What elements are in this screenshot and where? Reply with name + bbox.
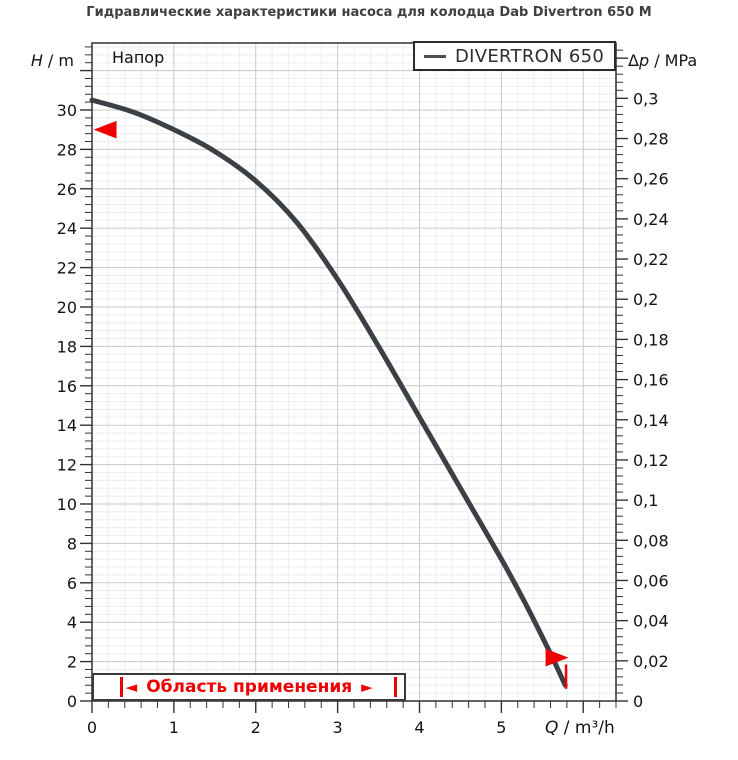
left-axis-tick-label: 4 bbox=[67, 613, 77, 632]
left-axis-title: H / m bbox=[14, 51, 74, 70]
left-axis-tick-label: 14 bbox=[57, 416, 77, 435]
left-arrow-icon: ◄ bbox=[125, 678, 138, 696]
left-axis-tick-label: 30 bbox=[57, 101, 77, 120]
left-axis-unit: / m bbox=[42, 51, 74, 70]
right-axis-tick-label: 0 bbox=[633, 692, 643, 711]
x-axis-title: Q / m³/h bbox=[545, 718, 615, 738]
series-line-icon bbox=[424, 54, 446, 58]
x-axis-symbol: Q bbox=[545, 718, 559, 738]
left-axis-tick-label: 18 bbox=[57, 337, 77, 356]
end-marker-icon bbox=[545, 648, 569, 667]
legend: DIVERTRON 650 bbox=[413, 41, 616, 71]
range-start-bar bbox=[120, 677, 123, 698]
right-axis-tick-label: 0,14 bbox=[633, 411, 669, 430]
x-axis-tick-label: 4 bbox=[414, 718, 424, 737]
left-axis-tick-label: 6 bbox=[67, 574, 77, 593]
right-axis-tick-label: 0,16 bbox=[633, 371, 669, 390]
head-label: Напор bbox=[112, 48, 165, 67]
right-axis-delta: Δ bbox=[628, 51, 639, 70]
legend-series-name: DIVERTRON 650 bbox=[455, 45, 605, 67]
right-axis-tick-label: 0,18 bbox=[633, 330, 669, 349]
left-axis-tick-label: 10 bbox=[57, 495, 77, 514]
x-axis-tick-label: 1 bbox=[169, 718, 179, 737]
x-axis-tick-label: 5 bbox=[496, 718, 506, 737]
left-axis-tick-label: 0 bbox=[67, 692, 77, 711]
right-axis-tick-label: 0,28 bbox=[633, 130, 669, 149]
pump-curve bbox=[89, 97, 568, 688]
head-marker-icon bbox=[93, 120, 117, 139]
left-axis-tick-label: 20 bbox=[57, 298, 77, 317]
right-arrow-icon: ► bbox=[361, 678, 373, 696]
application-range-box: ◄ Область применения ► bbox=[92, 673, 407, 701]
right-axis-tick-label: 0,06 bbox=[633, 571, 669, 590]
left-axis-tick-label: 24 bbox=[57, 219, 77, 238]
x-axis-tick-label: 3 bbox=[333, 718, 343, 737]
application-range-text: Область применения bbox=[146, 677, 353, 697]
application-range-label: ◄ Область применения ► bbox=[126, 677, 373, 697]
left-axis-tick-label: 8 bbox=[67, 534, 77, 553]
right-axis-tick-label: 0,02 bbox=[633, 652, 669, 671]
right-axis-tick-label: 0,1 bbox=[633, 491, 658, 510]
right-axis-tick-label: 0,04 bbox=[633, 612, 669, 631]
x-axis-tick-label: 0 bbox=[87, 718, 97, 737]
left-axis-tick-label: 16 bbox=[57, 377, 77, 396]
right-axis-tick-label: 0,08 bbox=[633, 531, 669, 550]
right-axis-tick-label: 0,22 bbox=[633, 250, 669, 269]
range-end-bar bbox=[394, 677, 398, 698]
x-axis-unit: / m³/h bbox=[558, 718, 615, 738]
right-axis-symbol: p bbox=[638, 51, 650, 70]
right-axis-title: Δp / MPa bbox=[628, 51, 697, 70]
right-axis-unit: / MPa bbox=[649, 51, 698, 70]
right-axis-tick-label: 0,24 bbox=[633, 210, 669, 229]
x-axis-tick-label: 2 bbox=[251, 718, 261, 737]
left-axis-symbol: H bbox=[30, 51, 43, 70]
left-axis-tick-label: 28 bbox=[57, 140, 77, 159]
right-axis-tick-label: 0,12 bbox=[633, 451, 669, 470]
left-axis-tick-label: 22 bbox=[57, 259, 77, 278]
right-axis-tick-label: 0,3 bbox=[633, 89, 658, 108]
chart-title: Гидравлические характеристики насоса для… bbox=[86, 5, 652, 20]
left-axis-tick-label: 26 bbox=[57, 180, 77, 199]
right-axis-tick-label: 0,26 bbox=[633, 170, 669, 189]
right-axis-tick-label: 0,2 bbox=[633, 290, 658, 309]
left-axis-tick-label: 12 bbox=[57, 456, 77, 475]
left-axis-tick-label: 2 bbox=[67, 653, 77, 672]
